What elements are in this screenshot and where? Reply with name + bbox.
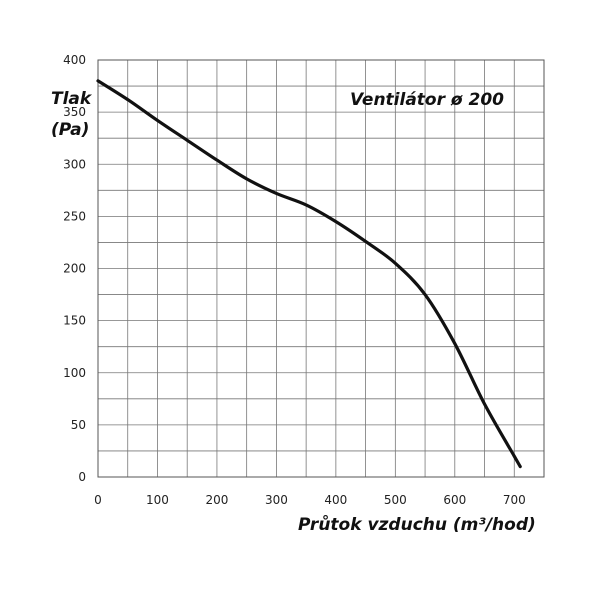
x-tick-label: 200	[205, 493, 228, 507]
series-layer	[96, 79, 522, 469]
y-tick-label: 50	[71, 418, 86, 432]
y-tick-label: 200	[63, 262, 86, 276]
x-tick-label: 100	[146, 493, 169, 507]
y-tick-label: 400	[63, 53, 86, 67]
x-axis-ticks: 0 100 200 300 400 500 600 700	[94, 493, 526, 507]
y-tick-label: 300	[63, 157, 86, 171]
y-tick-label: 350	[63, 105, 86, 119]
x-tick-label: 500	[384, 493, 407, 507]
y-axis-label-line-1: Tlak	[51, 89, 93, 109]
y-tick-label: 250	[63, 209, 86, 223]
plot-frame	[97, 59, 545, 478]
grid	[98, 60, 544, 477]
x-tick-label: 400	[324, 493, 347, 507]
x-axis-label: Průtok vzduchu (m³/hod)	[298, 514, 536, 535]
y-axis-ticks: 0 50 100 150 200 250 300 350 400	[63, 53, 86, 484]
x-tick-label: 600	[443, 493, 466, 507]
y-tick-label: 150	[63, 314, 86, 328]
x-tick-label: 300	[265, 493, 288, 507]
x-tick-label: 0	[94, 493, 102, 507]
y-axis-label-line-2: (Pa)	[51, 120, 89, 140]
x-tick-label: 700	[503, 493, 526, 507]
y-tick-label: 100	[63, 366, 86, 380]
y-tick-label: 0	[78, 470, 86, 484]
series-line	[96, 79, 522, 469]
chart-title: Ventilátor ø 200	[350, 90, 504, 110]
